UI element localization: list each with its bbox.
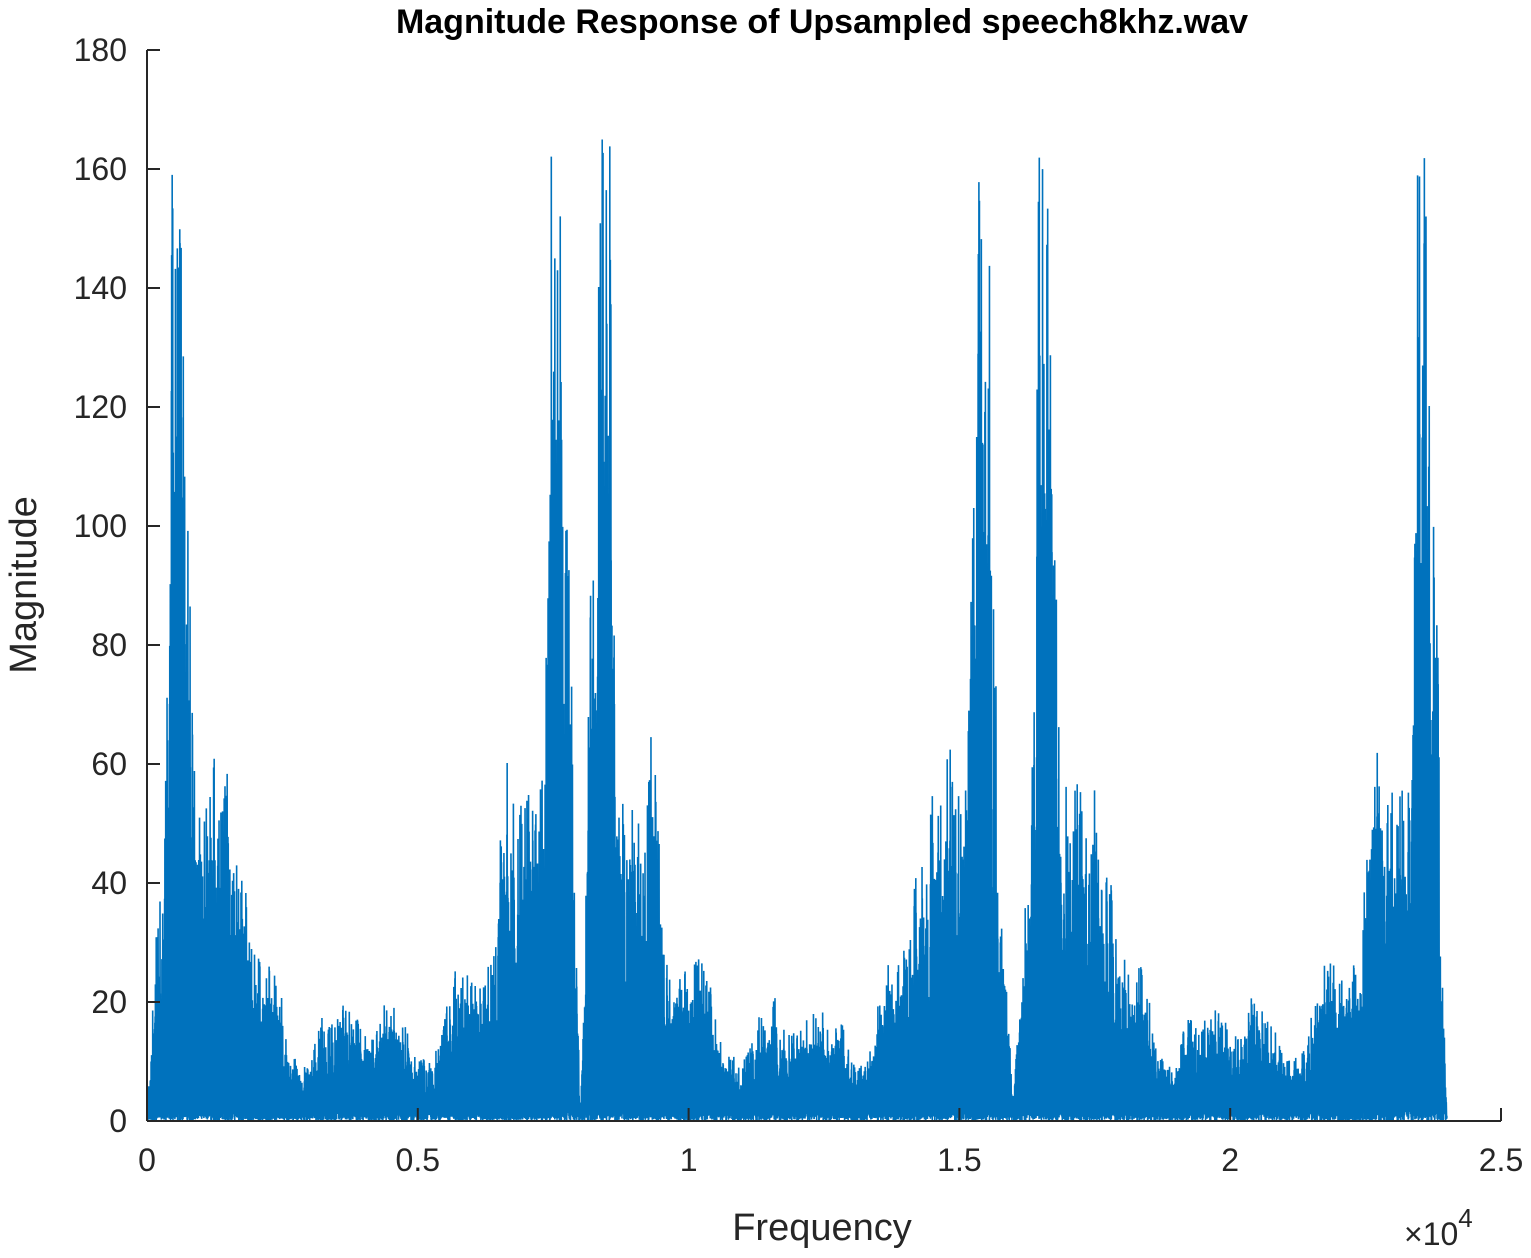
y-tick-label: 40 [91,865,127,901]
x-tick-label: 2 [1221,1142,1239,1178]
x-tick-label: 0.5 [396,1142,440,1178]
plot-area [146,139,1448,1122]
x-tick-label: 0 [138,1142,156,1178]
ticks: 0 0.5 1 1.5 2 2.5 0 20 40 60 80 100 120 140 160 180 [74,32,1524,1178]
chart-title: Magnitude Response of Upsampled speech8k… [396,3,1248,41]
x-tick-label: 2.5 [1479,1142,1523,1178]
y-tick-label: 20 [91,984,127,1020]
y-tick-label: 100 [74,508,127,544]
x-tick-label: 1 [680,1142,698,1178]
y-tick-label: 60 [91,746,127,782]
axes [146,50,1501,1122]
y-tick-label: 80 [91,627,127,663]
y-tick-label: 0 [109,1103,127,1139]
y-tick-label: 160 [74,151,127,187]
y-tick-label: 140 [74,270,127,306]
series-line-magnitude [146,139,1448,1122]
y-tick-label: 180 [74,32,127,68]
x-axis-exponent: ×104 [1404,1203,1473,1252]
y-tick-label: 120 [74,389,127,425]
x-axis-label: Frequency [732,1207,912,1249]
y-axis-label: Magnitude [3,496,45,673]
x-axis-exponent-base: ×10 [1404,1216,1458,1252]
x-axis-exponent-power: 4 [1458,1203,1472,1233]
x-tick-label: 1.5 [937,1142,981,1178]
